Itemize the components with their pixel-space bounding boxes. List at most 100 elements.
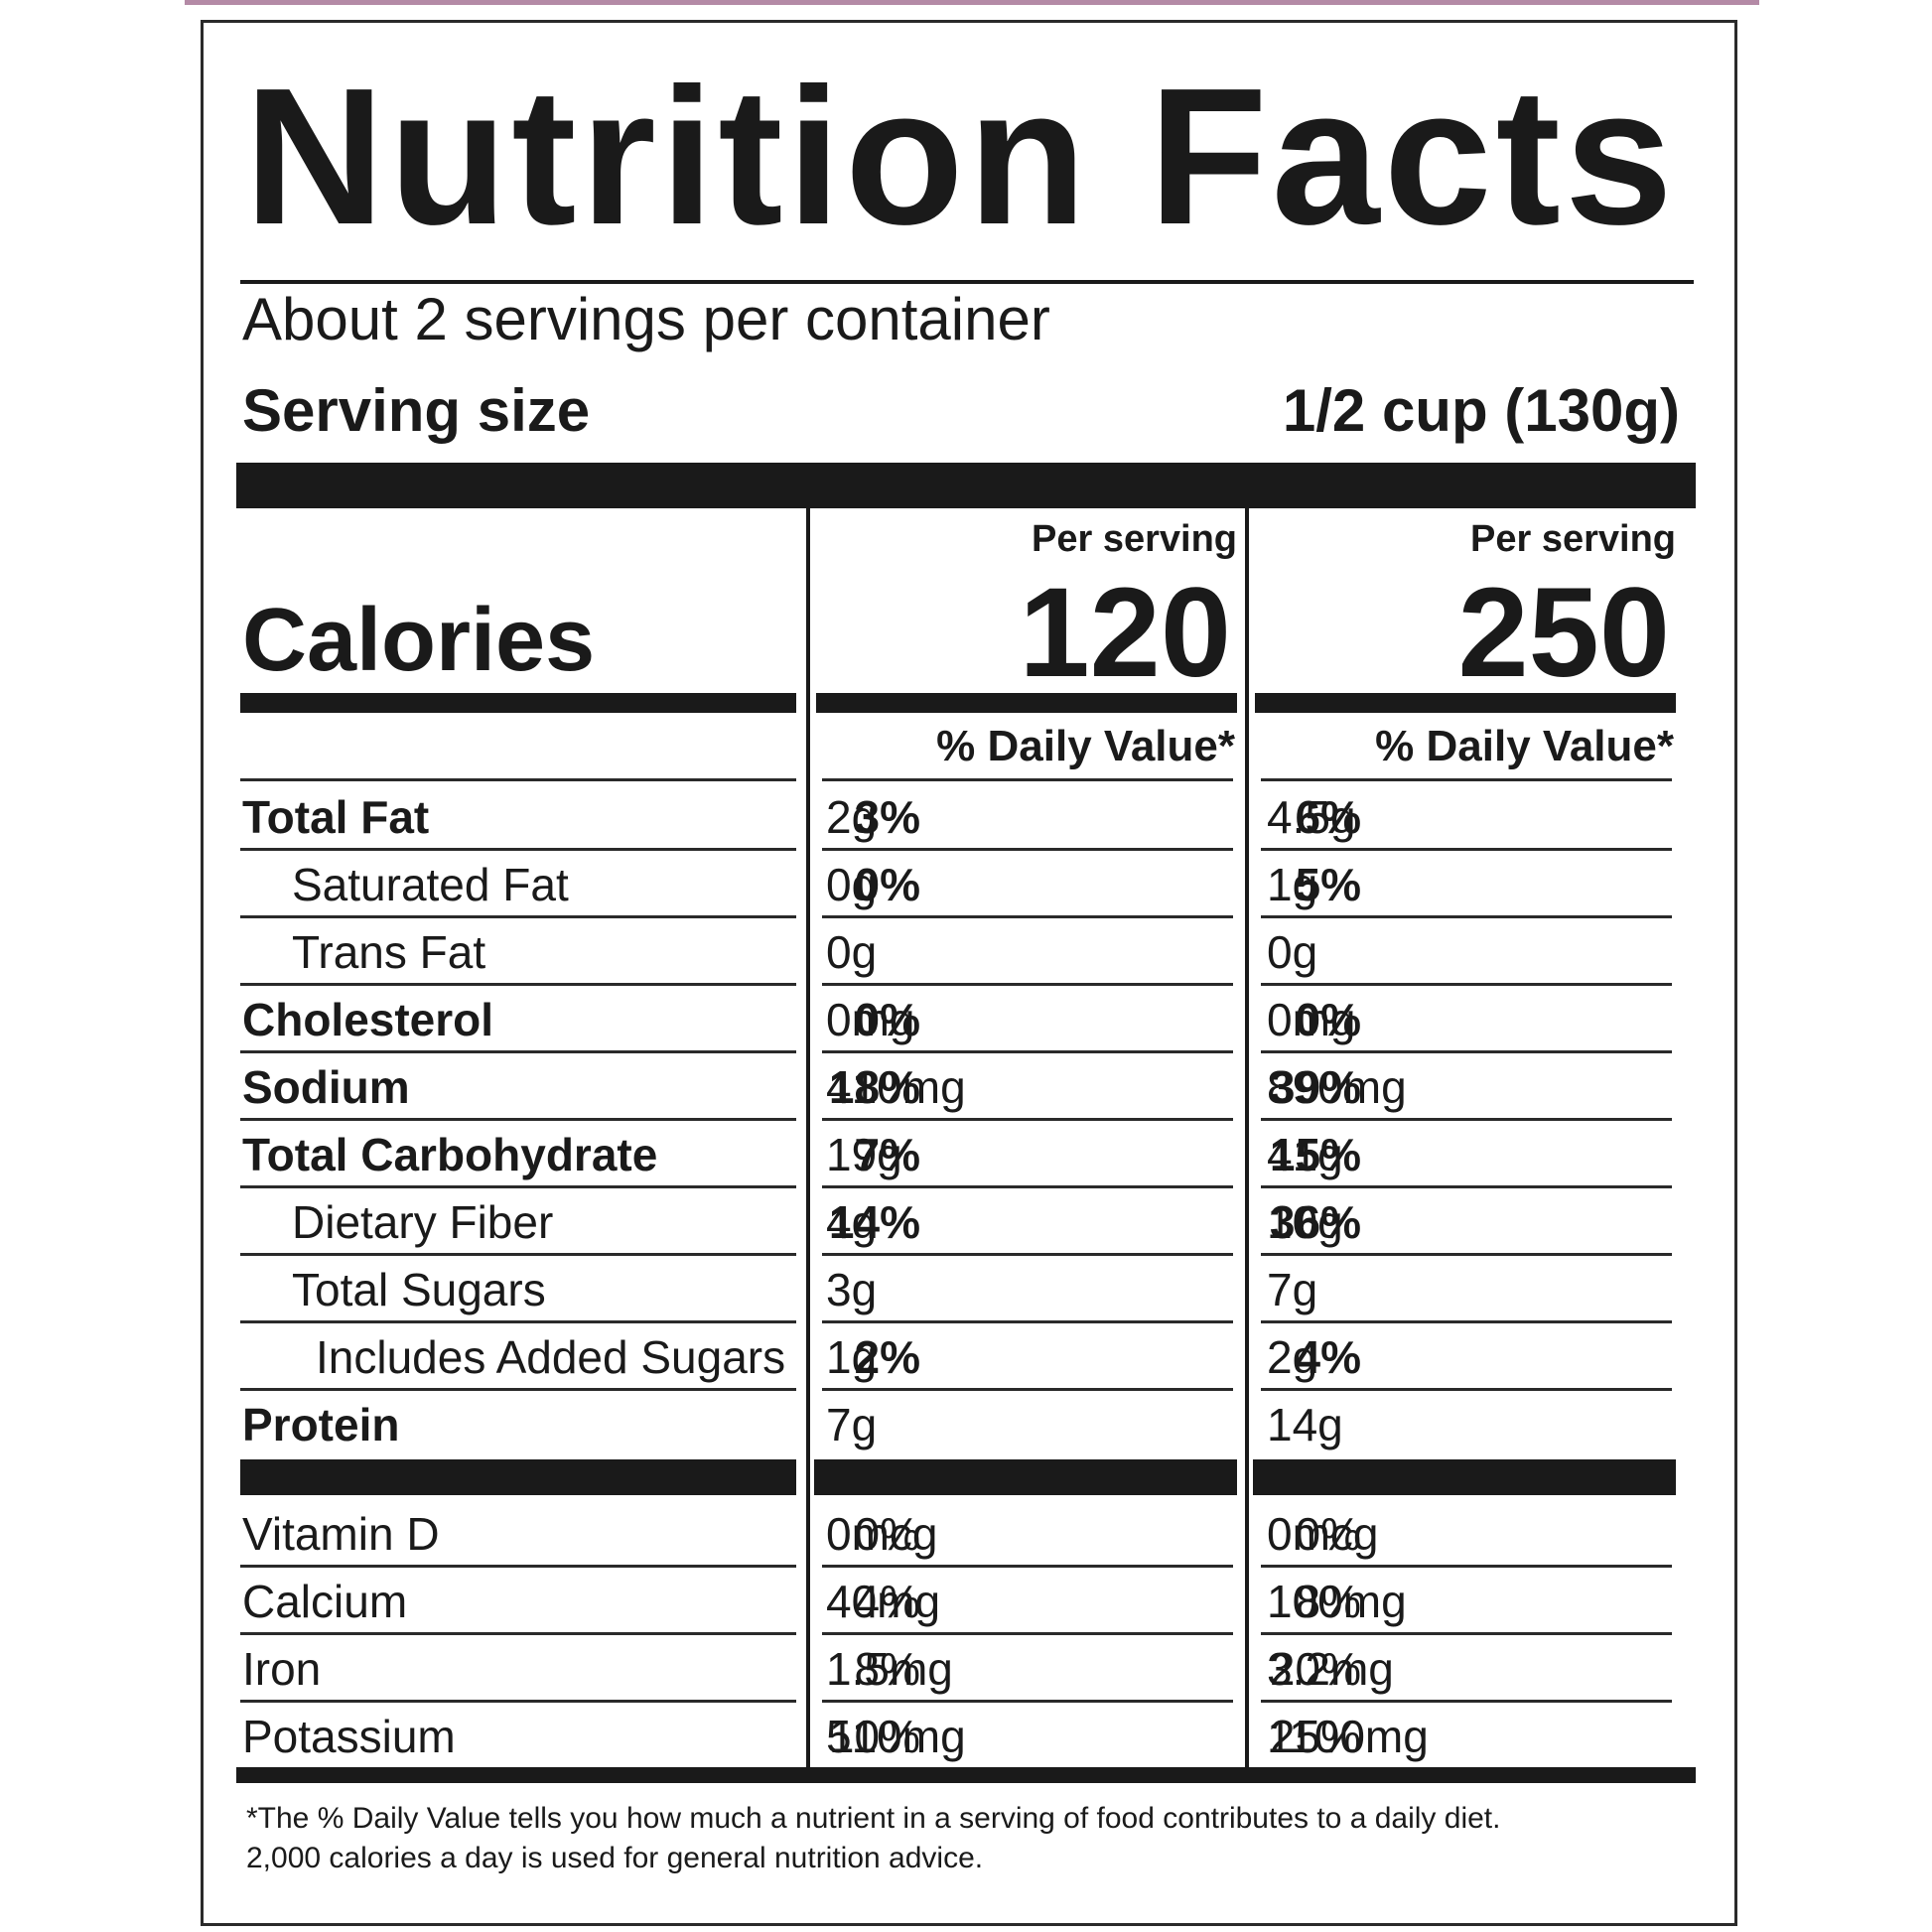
row-rule-col2 xyxy=(1261,1185,1672,1188)
nutrient-name: Total Fat xyxy=(242,791,430,843)
nutrient-name: Vitamin D xyxy=(242,1508,440,1560)
col1-percent: 3% xyxy=(854,791,920,843)
col1-percent: 2% xyxy=(854,1331,920,1383)
col1-percent: 10% xyxy=(828,1711,920,1762)
col2-percent: 20% xyxy=(1269,1643,1361,1695)
row-rule-col1 xyxy=(822,1632,1233,1635)
row-rule-col1 xyxy=(822,1388,1233,1391)
row-rule-col1 xyxy=(822,1050,1233,1053)
nutrition-label xyxy=(201,20,1737,1926)
nutrient-name: Total Sugars xyxy=(292,1264,546,1315)
col2-percent: 4% xyxy=(1295,1331,1361,1383)
col1-amount: 510mg xyxy=(826,1711,966,1762)
nutrient-name: Iron xyxy=(242,1643,322,1695)
col1-amount: 0mg xyxy=(826,994,915,1045)
row-rule-col1 xyxy=(822,1700,1233,1703)
row-rule-name xyxy=(240,1388,796,1391)
row-rule-name xyxy=(240,1050,796,1053)
col2-amount: 0mcg xyxy=(1267,1508,1379,1560)
nutrient-name: Cholesterol xyxy=(242,994,494,1045)
col2-amount: 7g xyxy=(1267,1264,1318,1315)
col2-amount: 2g xyxy=(1267,1331,1318,1383)
footnote-line-1: *The % Daily Value tells you how much a … xyxy=(246,1802,1501,1835)
col1-amount: 4g xyxy=(826,1196,878,1248)
row-rule-name xyxy=(240,848,796,851)
col1-percent: 0% xyxy=(854,859,920,910)
thick-bar-vitamins-name xyxy=(240,1459,796,1495)
row-rule-col2 xyxy=(1261,1565,1672,1568)
col1-percent: 7% xyxy=(854,1129,920,1180)
footnote-line-2: 2,000 calories a day is used for general… xyxy=(246,1842,984,1874)
calories-bar-col1 xyxy=(816,693,1237,713)
row-rule-col2 xyxy=(1261,915,1672,918)
row-rule-name xyxy=(240,1565,796,1568)
col1-amount: 2g xyxy=(826,791,878,843)
col1-amount: 0g xyxy=(826,926,878,978)
calories-bar-name xyxy=(240,693,796,713)
nutrient-name: Includes Added Sugars xyxy=(316,1331,786,1383)
nutrient-name: Calcium xyxy=(242,1576,408,1627)
row-rule-col2 xyxy=(1261,1118,1672,1121)
col2-amount: 100mg xyxy=(1267,1576,1407,1627)
row-rule-col2 xyxy=(1261,1320,1672,1323)
row-rule-col2 xyxy=(1261,1700,1672,1703)
col2-percent: 6% xyxy=(1295,791,1361,843)
row-rule-col1 xyxy=(822,1320,1233,1323)
row-rule-col1 xyxy=(822,1118,1233,1121)
serving-size-label: Serving size xyxy=(242,377,591,444)
thick-bar-vitamins-col2 xyxy=(1253,1459,1676,1495)
col2-percent: 0% xyxy=(1295,1508,1361,1560)
thick-bar-vitamins-col1 xyxy=(814,1459,1237,1495)
row-rule-name xyxy=(240,915,796,918)
col1-amount: 0mcg xyxy=(826,1508,938,1560)
col2-amount: 0g xyxy=(1267,926,1318,978)
col2-amount: 3.2mg xyxy=(1267,1643,1394,1695)
col1-amount: 1.5mg xyxy=(826,1643,953,1695)
col2-percent: 0% xyxy=(1295,994,1361,1045)
row-rule-name xyxy=(240,1185,796,1188)
col2-amount: 14g xyxy=(1267,1399,1343,1450)
col1-amount: 40mg xyxy=(826,1576,941,1627)
column-2-header: Per serving xyxy=(1470,518,1676,560)
row-rule-col1 xyxy=(822,1253,1233,1256)
col1-amount: 0g xyxy=(826,859,878,910)
dv-rule-col1 xyxy=(822,778,1233,781)
row-rule-col2 xyxy=(1261,1253,1672,1256)
nutrient-name: Protein xyxy=(242,1399,400,1450)
column-divider-2 xyxy=(1245,508,1249,1769)
row-rule-col1 xyxy=(822,983,1233,986)
nutrient-name: Saturated Fat xyxy=(292,859,569,910)
dv-rule-name xyxy=(240,778,796,781)
col1-percent: 0% xyxy=(854,1508,920,1560)
thick-bar-top xyxy=(236,463,1696,508)
col1-percent: 8% xyxy=(854,1643,920,1695)
footnote: *The % Daily Value tells you how much a … xyxy=(246,1799,1500,1878)
col2-amount: 1100mg xyxy=(1267,1711,1429,1762)
col2-percent: 39% xyxy=(1269,1061,1361,1113)
col1-percent: 18% xyxy=(828,1061,920,1113)
col2-amount: 10g xyxy=(1267,1196,1343,1248)
col2-percent: 5% xyxy=(1295,859,1361,910)
serving-size-value: 1/2 cup (130g) xyxy=(1282,377,1680,444)
col1-amount: 19g xyxy=(826,1129,902,1180)
column-2-dv-header: % Daily Value* xyxy=(1375,722,1674,770)
col2-amount: 890mg xyxy=(1267,1061,1407,1113)
title-rule xyxy=(240,280,1694,284)
row-rule-col2 xyxy=(1261,848,1672,851)
col2-amount: 1g xyxy=(1267,859,1318,910)
row-rule-col2 xyxy=(1261,1050,1672,1053)
nutrient-name: Potassium xyxy=(242,1711,456,1762)
calories-bar-col2 xyxy=(1255,693,1676,713)
col1-percent: 0% xyxy=(854,994,920,1045)
thick-bar-bottom xyxy=(236,1767,1696,1783)
col2-percent: 15% xyxy=(1269,1129,1361,1180)
row-rule-col1 xyxy=(822,915,1233,918)
column-2-calories: 250 xyxy=(1457,562,1670,704)
row-rule-name xyxy=(240,983,796,986)
col2-amount: 41g xyxy=(1267,1129,1343,1180)
dv-rule-col2 xyxy=(1261,778,1672,781)
row-rule-col1 xyxy=(822,1185,1233,1188)
label-title: Nutrition Facts xyxy=(244,48,1677,265)
col1-amount: 3g xyxy=(826,1264,878,1315)
col2-percent: 25% xyxy=(1269,1711,1361,1762)
